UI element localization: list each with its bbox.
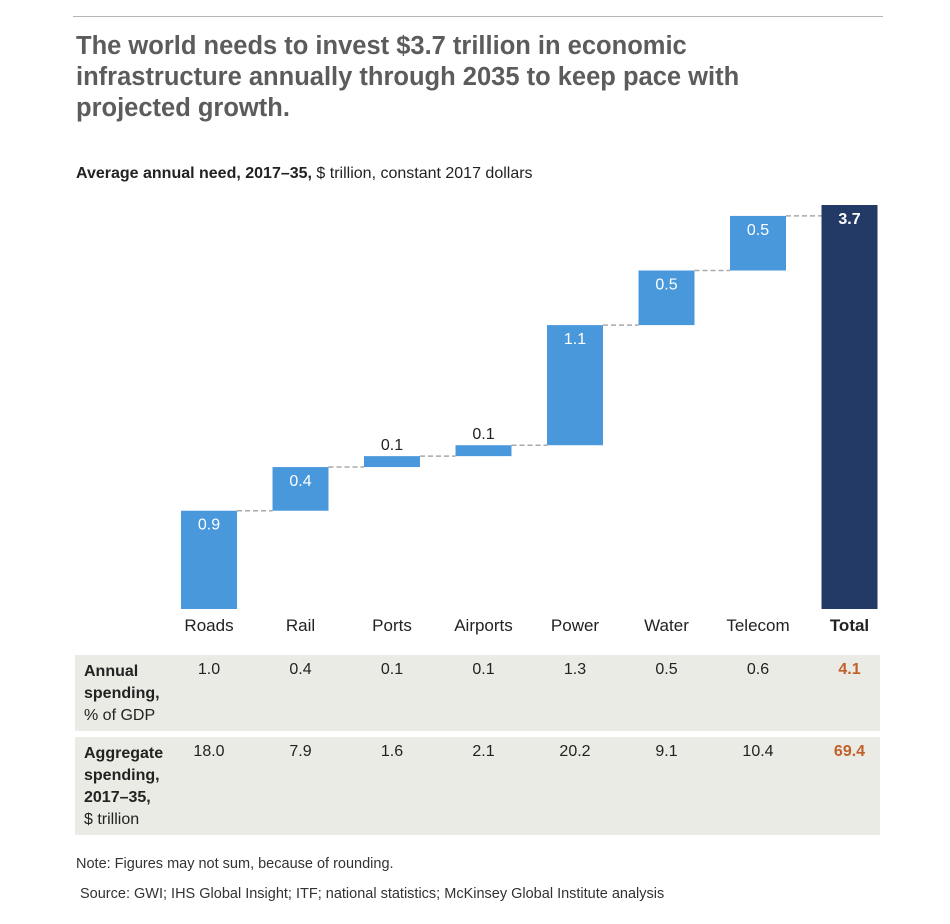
row-label-line: spending,: [84, 685, 160, 702]
data-label-rail: 0.4: [289, 473, 311, 490]
category-label-rail: Rail: [286, 616, 315, 635]
row-label: Annual spending, % of GDP: [84, 661, 160, 727]
category-label-ports: Ports: [372, 616, 412, 635]
row-label-line: $ trillion: [84, 811, 140, 828]
table-cell: 10.4: [742, 743, 774, 760]
category-label-airports: Airports: [454, 616, 513, 635]
row-label-line: Annual: [84, 663, 139, 680]
table-cell: 1.3: [563, 661, 587, 678]
table-cell: 18.0: [193, 743, 225, 760]
source-note: Source: GWI; IHS Global Insight; ITF; na…: [80, 886, 665, 902]
bar-rail: [272, 467, 329, 511]
data-label-water: 0.5: [655, 277, 677, 294]
bar-ports: [364, 456, 420, 468]
row-label-line: Aggregate: [84, 745, 164, 762]
subtitle-rest: $ trillion, constant 2017 dollars: [311, 165, 533, 182]
table-cell: 20.2: [559, 743, 591, 760]
aggregate-spending-row: Aggregate spending, 2017–35, $ trillion 18.0…: [75, 737, 880, 835]
data-label-airports: 0.1: [472, 426, 494, 443]
table-cell: 0.5: [655, 661, 678, 678]
subtitle-bold: Average annual need, 2017–35,: [76, 165, 312, 182]
row-label-line: 2017–35,: [84, 789, 151, 806]
chart-subtitle: Average annual need, 2017–35, $ trillion…: [76, 165, 533, 183]
bar-telecom: [730, 215, 786, 271]
footnote: Note: Figures may not sum, because of ro…: [76, 856, 394, 872]
table-cell: 0.1: [380, 661, 404, 678]
table-cell: 1.6: [380, 743, 404, 760]
data-label-roads: 0.9: [198, 517, 220, 534]
category-label-power: Power: [551, 616, 600, 635]
bar-roads: [181, 510, 237, 609]
bar-water: [638, 270, 695, 326]
row-label-line: spending,: [84, 767, 160, 784]
table-cell: 1.0: [197, 661, 221, 678]
category-label-total: Total: [830, 616, 869, 635]
data-label-telecom: 0.5: [747, 222, 769, 239]
table-cell-total: 4.1: [838, 661, 861, 678]
waterfall-chart: 0.9 Roads 0.4 Rail 0.1 Ports 0.1 Airports 1.1 Pow…: [181, 205, 878, 635]
data-label-total: 3.7: [838, 211, 860, 228]
table-cell: 0.1: [472, 661, 495, 678]
table-cell: 2.1: [472, 743, 495, 760]
bar-airports: [455, 445, 512, 457]
row-label: Aggregate spending, 2017–35, $ trillion: [84, 743, 163, 831]
data-label-power: 1.1: [564, 331, 586, 348]
page-title: The world needs to invest $3.7 trillion …: [76, 32, 740, 122]
category-label-roads: Roads: [184, 616, 233, 635]
table-cell-total: 69.4: [833, 743, 866, 760]
category-label-telecom: Telecom: [726, 616, 789, 635]
bar-total: [821, 205, 878, 609]
category-label-water: Water: [644, 616, 689, 635]
table-cell: 0.6: [746, 661, 770, 678]
table-cell: 7.9: [289, 743, 312, 760]
row-label-line: % of GDP: [84, 707, 156, 724]
bar-power: [547, 325, 603, 446]
top-rule: [73, 16, 883, 17]
annual-spending-row: Annual spending, % of GDP 1.0 0.4 0.1 0.1 1.3 0.…: [75, 655, 880, 731]
table-cell: 0.4: [289, 661, 312, 678]
data-label-ports: 0.1: [381, 437, 403, 454]
table-cell: 9.1: [655, 743, 678, 760]
